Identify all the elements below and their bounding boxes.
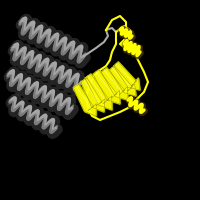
Polygon shape	[102, 69, 129, 101]
Polygon shape	[94, 71, 121, 105]
Polygon shape	[86, 75, 113, 111]
Polygon shape	[93, 70, 120, 104]
Polygon shape	[110, 66, 136, 96]
Polygon shape	[111, 67, 137, 97]
Polygon shape	[82, 79, 106, 113]
Polygon shape	[85, 74, 112, 110]
Polygon shape	[114, 62, 140, 90]
Polygon shape	[81, 78, 105, 112]
Polygon shape	[73, 84, 96, 116]
Polygon shape	[101, 68, 128, 100]
Polygon shape	[74, 85, 97, 117]
Polygon shape	[115, 63, 141, 91]
